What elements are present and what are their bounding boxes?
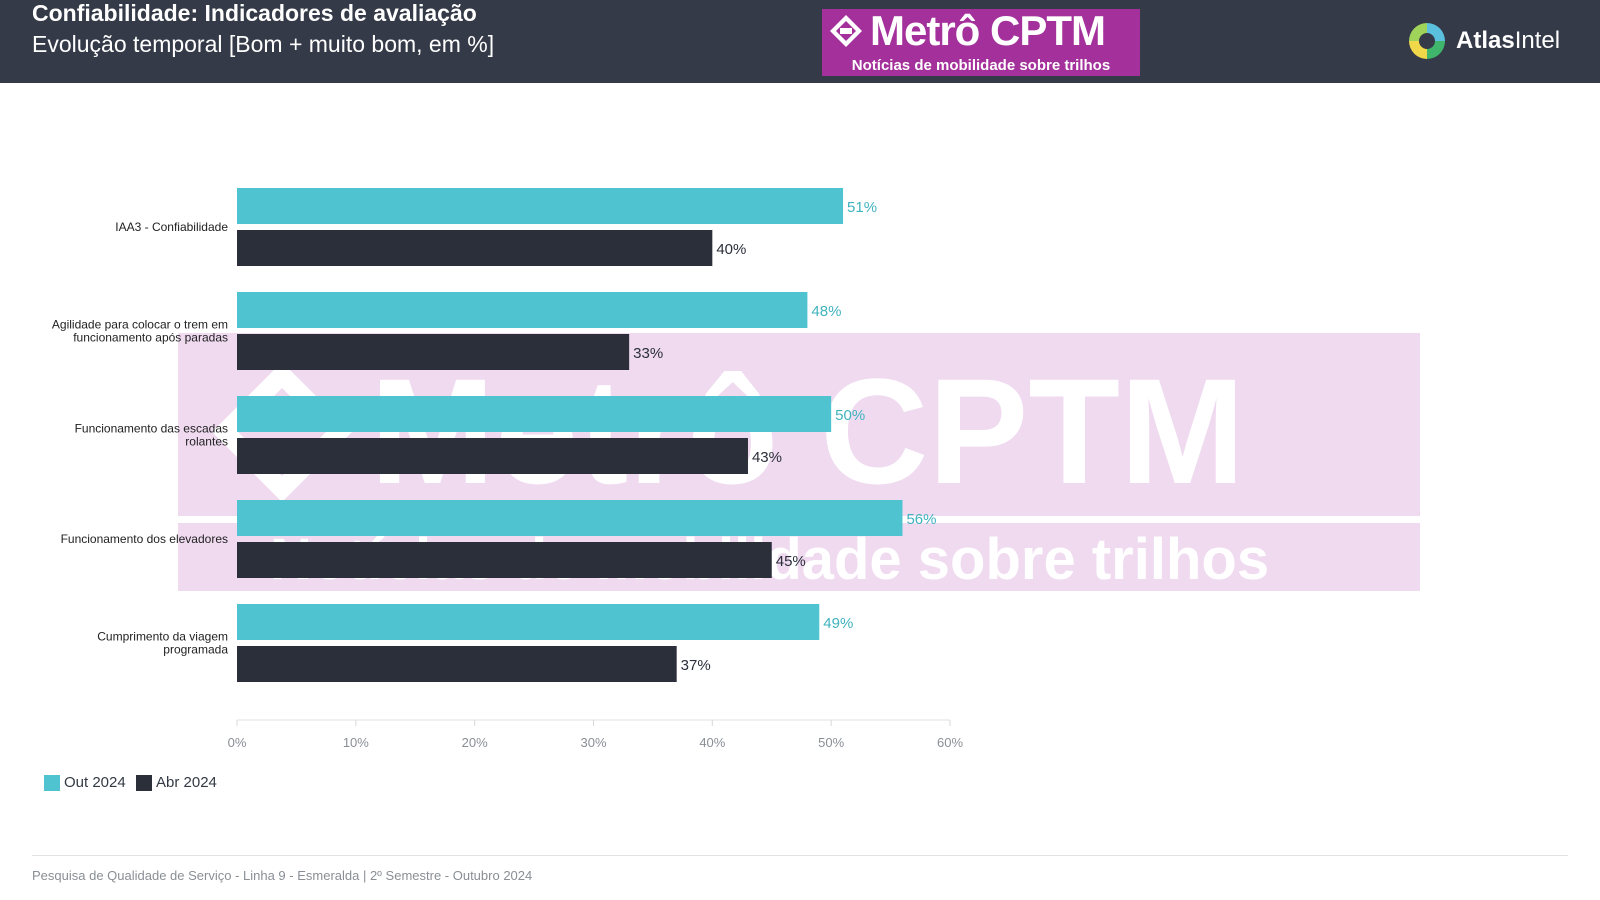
data-label: 33% bbox=[633, 345, 663, 362]
bar-out-2024 bbox=[237, 500, 903, 536]
data-label: 56% bbox=[906, 511, 936, 528]
data-label: 40% bbox=[716, 241, 746, 258]
legend-label-out-2024: Out 2024 bbox=[64, 774, 126, 791]
page-subtitle: Evolução temporal [Bom + muito bom, em %… bbox=[32, 31, 495, 57]
category-label: IAA3 - Confiabilidade bbox=[115, 220, 228, 234]
bar-out-2024 bbox=[237, 292, 808, 328]
brand-name-bold: Atlas bbox=[1456, 27, 1515, 54]
atlas-logo-icon bbox=[1409, 23, 1445, 59]
bar-out-2024 bbox=[237, 188, 844, 224]
chart-svg: Metrô CPTM Notícias de mobilidade sobre … bbox=[52, 188, 1420, 750]
legend-swatch-abr-2024 bbox=[136, 775, 152, 791]
diamond-logo-icon bbox=[830, 15, 862, 47]
page-title: Confiabilidade: Indicadores de avaliação bbox=[32, 0, 477, 26]
bar-out-2024 bbox=[237, 604, 820, 640]
x-tick-label: 10% bbox=[343, 735, 369, 750]
bar-chart: Metrô CPTM Notícias de mobilidade sobre … bbox=[0, 83, 1600, 843]
logo-main-text: Metrô CPTM bbox=[870, 7, 1106, 54]
plot-area: 51% 40% IAA3 - Confiabilidade 48% 33% Agilida… bbox=[52, 188, 963, 750]
x-tick-label: 50% bbox=[818, 735, 844, 750]
bar-abr-2024 bbox=[237, 646, 677, 682]
metro-cptm-logo: Metrô CPTM Notícias de mobilidade sobre … bbox=[822, 7, 1140, 76]
x-tick-label: 30% bbox=[580, 735, 606, 750]
data-label: 49% bbox=[823, 615, 853, 632]
data-label: 43% bbox=[752, 449, 782, 466]
footer-source: Pesquisa de Qualidade de Serviço - Linha… bbox=[32, 868, 533, 883]
category-label: Funcionamento das escadas bbox=[75, 422, 228, 436]
header-bar: Confiabilidade: Indicadores de avaliação… bbox=[0, 0, 1600, 83]
category-label: Cumprimento da viagem bbox=[97, 630, 228, 644]
x-tick-label: 60% bbox=[937, 735, 963, 750]
data-label: 51% bbox=[847, 199, 877, 216]
x-tick-label: 20% bbox=[462, 735, 488, 750]
x-tick-label: 40% bbox=[699, 735, 725, 750]
category-label: rolantes bbox=[185, 435, 228, 449]
category-label: funcionamento após paradas bbox=[73, 331, 228, 345]
data-label: 50% bbox=[835, 407, 865, 424]
category-label: Agilidade para colocar o trem em bbox=[52, 318, 228, 332]
logo-sub-text: Notícias de mobilidade sobre trilhos bbox=[851, 57, 1111, 74]
legend-swatch-out-2024 bbox=[44, 775, 60, 791]
data-label: 48% bbox=[811, 303, 841, 320]
category-label: Funcionamento dos elevadores bbox=[61, 532, 228, 546]
brand-name-light: Intel bbox=[1514, 27, 1561, 54]
category-label: programada bbox=[163, 643, 228, 657]
atlas-brand-text: AtlasIntel bbox=[1456, 27, 1560, 55]
bar-abr-2024 bbox=[237, 230, 713, 266]
footer-divider bbox=[32, 855, 1568, 856]
data-label: 45% bbox=[776, 553, 806, 570]
bar-abr-2024 bbox=[237, 542, 772, 578]
x-tick-label: 0% bbox=[228, 735, 247, 750]
data-label: 37% bbox=[681, 657, 711, 674]
bar-abr-2024 bbox=[237, 334, 630, 370]
bar-abr-2024 bbox=[237, 438, 748, 474]
bar-out-2024 bbox=[237, 396, 832, 432]
legend-label-abr-2024: Abr 2024 bbox=[156, 774, 217, 791]
